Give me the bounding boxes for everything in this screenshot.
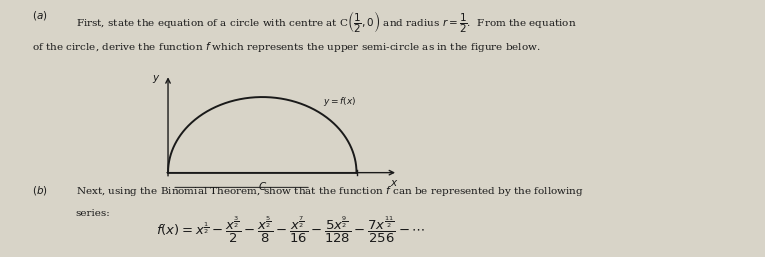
Text: $(a)$: $(a)$ [32, 9, 47, 22]
Text: First, state the equation of a circle with centre at C$\left(\dfrac{1}{2},0\righ: First, state the equation of a circle wi… [76, 9, 576, 35]
Text: $y = f(x)$: $y = f(x)$ [323, 95, 356, 108]
Text: Next, using the Binomial Theorem, show that the function $f$ can be represented : Next, using the Binomial Theorem, show t… [76, 184, 584, 198]
Text: $f(x) = x^{\frac{1}{2}} - \dfrac{x^{\frac{3}{2}}}{2} - \dfrac{x^{\frac{5}{2}}}{8: $f(x) = x^{\frac{1}{2}} - \dfrac{x^{\fra… [156, 215, 425, 245]
Text: $C$: $C$ [258, 180, 267, 192]
Text: $y$: $y$ [152, 73, 161, 85]
Text: $x$: $x$ [390, 178, 399, 188]
Text: series:: series: [76, 209, 110, 218]
Text: of the circle, derive the function $f$ which represents the upper semi-circle as: of the circle, derive the function $f$ w… [32, 40, 541, 54]
Text: $(b)$: $(b)$ [32, 184, 47, 197]
